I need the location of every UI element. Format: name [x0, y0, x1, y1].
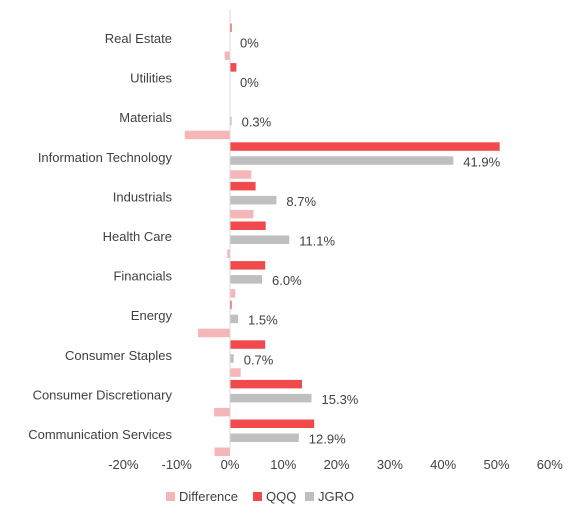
- category-label-communication-services: Communication Services: [28, 427, 172, 442]
- data-label-consumer-staples: 0.7%: [244, 352, 274, 367]
- bar-qqq-financials: [230, 261, 266, 270]
- bar-jgro-communication-services: [230, 433, 299, 442]
- bar-qqq-consumer-staples: [230, 340, 266, 349]
- bar-jgro-materials: [230, 116, 232, 126]
- x-tick-label: 10%: [270, 457, 296, 472]
- data-labels: 0% 0% 0.3% 41.9% 8.7% 11.1% 6.0% 1.5% 0.7% 15.3% 1…: [240, 36, 501, 447]
- legend-label-jgro: JGRO: [318, 489, 354, 504]
- category-label-consumer-discretionary: Consumer Discretionary: [33, 387, 173, 402]
- category-label-consumer-staples: Consumer Staples: [65, 348, 172, 363]
- bar-jgro-health-care: [230, 235, 290, 244]
- bar-difference-communication-services: [214, 447, 230, 456]
- bar-jgro-consumer-staples: [230, 354, 234, 363]
- x-tick-label: 50%: [483, 457, 509, 472]
- bar-qqq-real-estate: [230, 23, 232, 32]
- x-axis-ticks: -20% -10% 0% 10% 20% 30% 40% 50% 60%: [108, 457, 563, 472]
- bar-jgro-energy: [230, 314, 238, 324]
- category-label-health-care: Health Care: [103, 229, 172, 244]
- bar-jgro-industrials: [230, 195, 277, 205]
- data-label-utilities: 0%: [240, 75, 259, 90]
- data-label-information-technology: 41.9%: [463, 154, 500, 169]
- bar-difference-consumer-discretionary: [214, 407, 230, 417]
- bar-difference-financials: [230, 289, 236, 298]
- x-tick-label: 40%: [430, 457, 456, 472]
- x-tick-label: 30%: [377, 457, 403, 472]
- category-label-materials: Materials: [119, 110, 172, 125]
- bar-difference-information-technology: [230, 170, 252, 179]
- data-label-communication-services: 12.9%: [309, 432, 346, 447]
- data-label-health-care: 11.1%: [299, 234, 335, 249]
- data-label-energy: 1.5%: [248, 313, 278, 328]
- bar-jgro-financials: [230, 275, 262, 284]
- bar-difference-energy: [198, 328, 230, 338]
- bar-qqq-industrials: [230, 181, 256, 191]
- bar-difference-health-care: [227, 249, 230, 258]
- bar-jgro-consumer-discretionary: [230, 393, 312, 403]
- data-label-consumer-discretionary: 15.3%: [322, 392, 359, 407]
- legend-label-difference: Difference: [179, 489, 238, 504]
- data-label-materials: 0.3%: [242, 115, 272, 130]
- legend: Difference QQQ JGRO: [166, 489, 354, 504]
- legend-swatch-difference: [166, 492, 175, 501]
- bar-qqq-consumer-discretionary: [230, 379, 302, 389]
- bar-qqq-information-technology: [230, 142, 500, 151]
- bar-qqq-health-care: [230, 221, 266, 230]
- x-tick-label: 0%: [221, 457, 240, 472]
- category-label-information-technology: Information Technology: [38, 150, 173, 165]
- bar-qqq-energy: [230, 300, 232, 310]
- category-label-utilities: Utilities: [130, 71, 172, 86]
- x-tick-label: 60%: [537, 457, 563, 472]
- bar-difference-consumer-staples: [230, 368, 241, 377]
- legend-label-qqq: QQQ: [266, 489, 296, 504]
- x-tick-label: -20%: [108, 457, 139, 472]
- legend-swatch-jgro: [305, 492, 314, 501]
- bar-difference-real-estate: [224, 51, 230, 60]
- category-labels: Real Estate Utilities Materials Information…: [28, 31, 172, 442]
- bar-jgro-information-technology: [230, 156, 454, 165]
- x-tick-label: 20%: [324, 457, 350, 472]
- data-label-industrials: 8.7%: [286, 194, 316, 209]
- data-label-financials: 6.0%: [272, 273, 302, 288]
- bar-qqq-utilities: [230, 63, 237, 72]
- category-label-energy: Energy: [131, 308, 173, 323]
- legend-swatch-qqq: [253, 492, 262, 501]
- data-label-real-estate: 0%: [240, 36, 259, 51]
- bar-difference-industrials: [230, 209, 254, 219]
- bar-difference-materials: [184, 130, 230, 140]
- category-label-industrials: Industrials: [113, 189, 173, 204]
- bars: [184, 23, 500, 456]
- x-tick-label: -10%: [162, 457, 193, 472]
- category-label-real-estate: Real Estate: [105, 31, 172, 46]
- category-label-financials: Financials: [113, 269, 172, 284]
- bar-qqq-communication-services: [230, 419, 315, 428]
